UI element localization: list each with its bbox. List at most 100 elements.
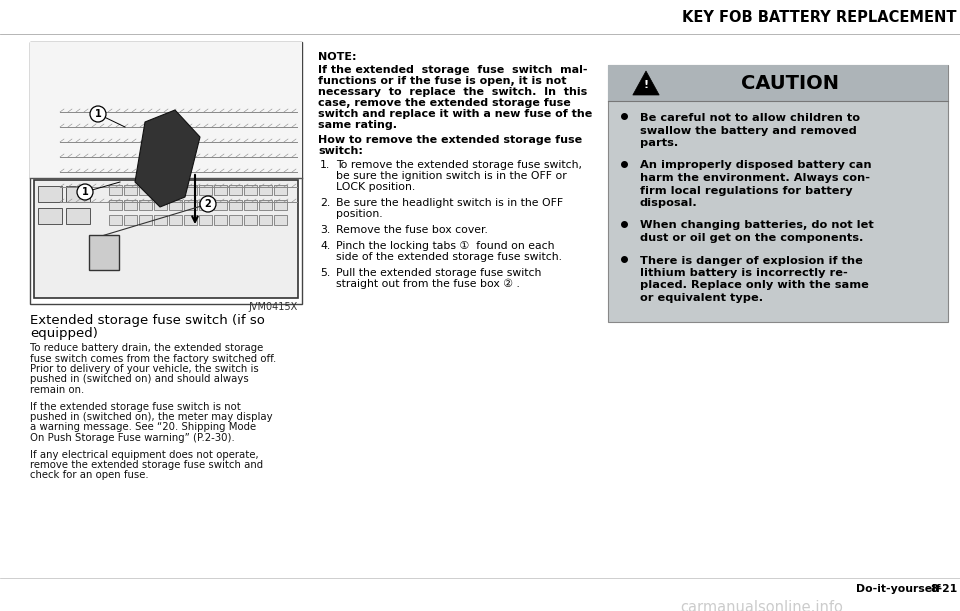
Bar xyxy=(139,215,152,225)
Text: harm the environment. Always con-: harm the environment. Always con- xyxy=(640,173,870,183)
Text: Do-it-yourself: Do-it-yourself xyxy=(856,584,941,594)
Polygon shape xyxy=(633,71,660,95)
Bar xyxy=(608,65,948,321)
Text: 2: 2 xyxy=(204,199,211,209)
Text: Extended storage fuse switch (if so: Extended storage fuse switch (if so xyxy=(30,314,265,327)
Bar xyxy=(199,215,212,225)
Text: An improperly disposed battery can: An improperly disposed battery can xyxy=(640,161,872,170)
Bar xyxy=(214,200,227,210)
Text: Remove the fuse box cover.: Remove the fuse box cover. xyxy=(336,225,488,235)
Bar xyxy=(244,185,257,196)
Text: To remove the extended storage fuse switch,: To remove the extended storage fuse swit… xyxy=(336,160,582,170)
Bar xyxy=(30,42,302,304)
Bar xyxy=(30,42,302,178)
Text: swallow the battery and removed: swallow the battery and removed xyxy=(640,125,856,136)
Bar xyxy=(244,200,257,210)
Bar xyxy=(89,235,119,270)
Bar xyxy=(154,185,167,196)
Bar xyxy=(109,215,122,225)
Polygon shape xyxy=(135,110,200,207)
Text: 1: 1 xyxy=(82,187,88,197)
Text: firm local regulations for battery: firm local regulations for battery xyxy=(640,186,852,196)
Text: case, remove the extended storage fuse: case, remove the extended storage fuse xyxy=(318,98,571,108)
Bar xyxy=(66,208,90,224)
Bar xyxy=(169,200,182,210)
Text: To reduce battery drain, the extended storage: To reduce battery drain, the extended st… xyxy=(30,343,263,353)
Text: necessary  to  replace  the  switch.  In  this: necessary to replace the switch. In this xyxy=(318,87,588,97)
Text: check for an open fuse.: check for an open fuse. xyxy=(30,470,149,480)
Bar xyxy=(274,215,287,225)
Text: switch and replace it with a new fuse of the: switch and replace it with a new fuse of… xyxy=(318,109,592,119)
Text: When changing batteries, do not let: When changing batteries, do not let xyxy=(640,221,874,230)
Circle shape xyxy=(90,106,106,122)
Bar xyxy=(169,185,182,196)
Text: Pinch the locking tabs ①  found on each: Pinch the locking tabs ① found on each xyxy=(336,241,555,251)
Bar xyxy=(259,200,272,210)
Bar xyxy=(139,200,152,210)
Text: same rating.: same rating. xyxy=(318,120,397,130)
Bar xyxy=(229,185,242,196)
Text: equipped): equipped) xyxy=(30,327,98,340)
Text: On Push Storage Fuse warning” (P.2-30).: On Push Storage Fuse warning” (P.2-30). xyxy=(30,433,235,443)
Bar xyxy=(109,185,122,196)
Text: KEY FOB BATTERY REPLACEMENT: KEY FOB BATTERY REPLACEMENT xyxy=(683,10,957,26)
Text: a warning message. See “20. Shipping Mode: a warning message. See “20. Shipping Mod… xyxy=(30,422,256,433)
Bar xyxy=(124,200,137,210)
Bar xyxy=(274,200,287,210)
Bar xyxy=(184,215,197,225)
Bar xyxy=(259,215,272,225)
Text: remain on.: remain on. xyxy=(30,385,84,395)
Bar xyxy=(124,215,137,225)
Bar xyxy=(124,185,137,196)
Circle shape xyxy=(77,184,93,200)
Text: straight out from the fuse box ② .: straight out from the fuse box ② . xyxy=(336,279,520,290)
Text: If the extended storage fuse switch is not: If the extended storage fuse switch is n… xyxy=(30,401,241,411)
Bar xyxy=(184,185,197,196)
Bar xyxy=(109,200,122,210)
Text: 8-21: 8-21 xyxy=(930,584,957,594)
Text: 3.: 3. xyxy=(320,225,330,235)
Bar xyxy=(169,215,182,225)
Text: dust or oil get on the components.: dust or oil get on the components. xyxy=(640,233,863,243)
Bar xyxy=(154,215,167,225)
Text: placed. Replace only with the same: placed. Replace only with the same xyxy=(640,280,869,290)
Bar xyxy=(274,185,287,196)
Text: disposal.: disposal. xyxy=(640,198,698,208)
Text: NOTE:: NOTE: xyxy=(318,52,356,62)
Bar xyxy=(244,215,257,225)
Text: CAUTION: CAUTION xyxy=(741,74,839,93)
Text: Prior to delivery of your vehicle, the switch is: Prior to delivery of your vehicle, the s… xyxy=(30,364,259,374)
Text: or equivalent type.: or equivalent type. xyxy=(640,293,763,303)
Bar xyxy=(38,208,62,224)
Bar xyxy=(139,185,152,196)
Text: If any electrical equipment does not operate,: If any electrical equipment does not ope… xyxy=(30,450,258,459)
Text: 5.: 5. xyxy=(320,268,330,278)
Text: 2.: 2. xyxy=(320,198,330,208)
Text: fuse switch comes from the factory switched off.: fuse switch comes from the factory switc… xyxy=(30,354,276,364)
Circle shape xyxy=(200,196,216,212)
Text: pushed in (switched on) and should always: pushed in (switched on) and should alway… xyxy=(30,375,249,384)
Bar xyxy=(184,200,197,210)
Bar xyxy=(199,200,212,210)
Text: be sure the ignition switch is in the OFF or: be sure the ignition switch is in the OF… xyxy=(336,171,566,181)
Text: How to remove the extended storage fuse: How to remove the extended storage fuse xyxy=(318,135,582,145)
Text: Be careful not to allow children to: Be careful not to allow children to xyxy=(640,113,860,123)
Bar xyxy=(199,185,212,196)
Text: parts.: parts. xyxy=(640,138,679,148)
Bar xyxy=(34,180,298,298)
Text: There is danger of explosion if the: There is danger of explosion if the xyxy=(640,255,863,266)
Text: carmanualsonline.info: carmanualsonline.info xyxy=(680,600,843,611)
Text: JVM0415X: JVM0415X xyxy=(249,302,298,312)
Text: remove the extended storage fuse switch and: remove the extended storage fuse switch … xyxy=(30,460,263,470)
Bar xyxy=(214,215,227,225)
Text: 1: 1 xyxy=(95,109,102,119)
Text: Be sure the headlight switch is in the OFF: Be sure the headlight switch is in the O… xyxy=(336,198,564,208)
Bar xyxy=(66,186,90,202)
Text: LOCK position.: LOCK position. xyxy=(336,182,416,192)
Text: 4.: 4. xyxy=(320,241,330,251)
Bar xyxy=(259,185,272,196)
Text: pushed in (switched on), the meter may display: pushed in (switched on), the meter may d… xyxy=(30,412,273,422)
Bar xyxy=(214,185,227,196)
Text: Pull the extended storage fuse switch: Pull the extended storage fuse switch xyxy=(336,268,541,278)
Bar xyxy=(229,200,242,210)
